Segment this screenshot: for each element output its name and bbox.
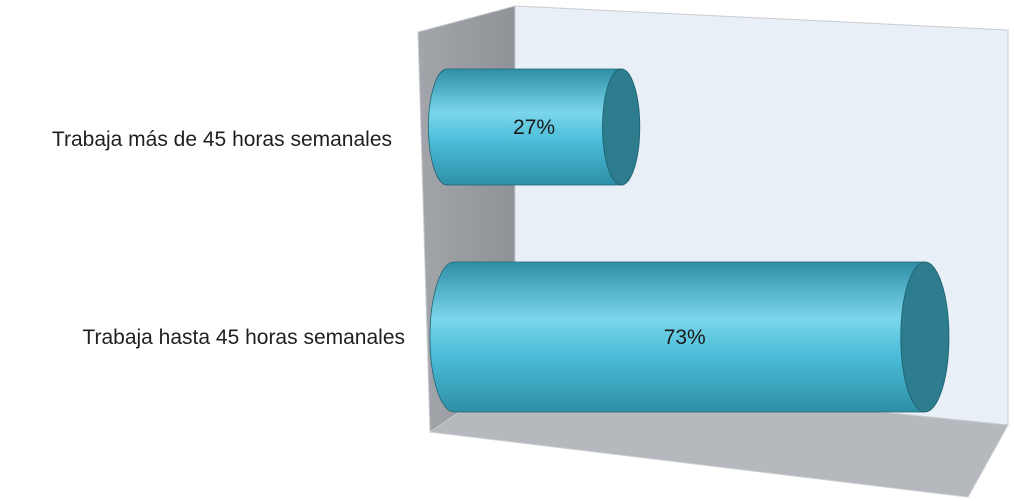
bar-end-cap [602, 68, 641, 186]
bar-end-cap [900, 261, 950, 413]
category-label: Trabaja más de 45 horas semanales [52, 128, 392, 151]
category-label: Trabaja hasta 45 horas semanales [82, 326, 405, 349]
chart-bars: 27% 73% [428, 68, 950, 413]
bar-body [428, 68, 622, 186]
data-label: 27% [513, 116, 555, 139]
bar: 73% [429, 261, 950, 413]
bar: 27% [428, 68, 641, 186]
bar-body [429, 261, 926, 413]
chart-category-labels: Trabaja más de 45 horas semanales Trabaja… [52, 128, 405, 349]
data-label: 73% [664, 326, 706, 349]
